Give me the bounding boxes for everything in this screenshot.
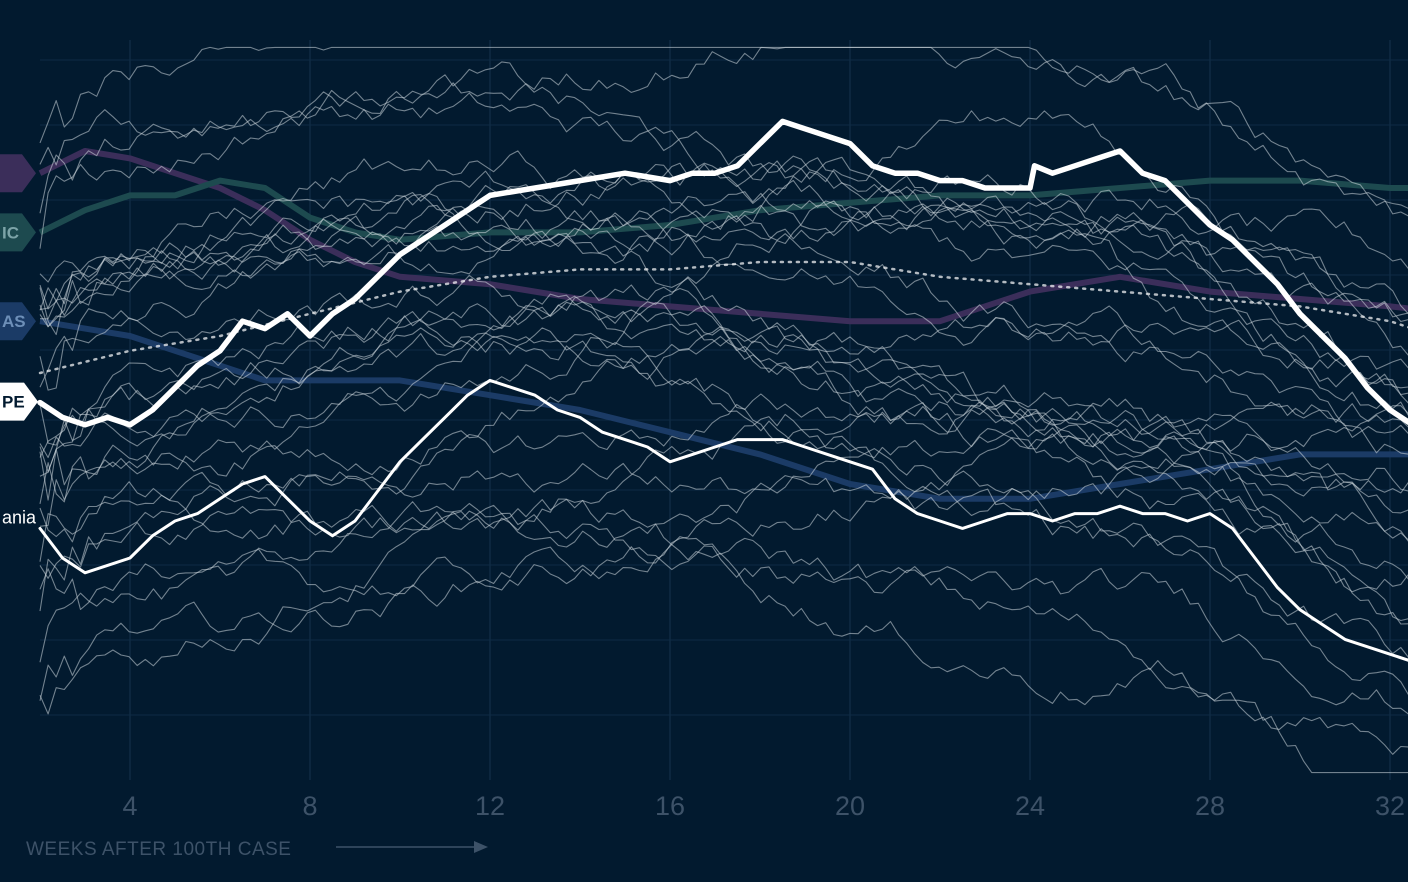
group-label-ic: IC xyxy=(2,223,19,242)
country-series-line xyxy=(39,200,1408,323)
series-line-pe xyxy=(37,118,1408,428)
country-series-line xyxy=(39,186,1408,396)
group-series-line-2 xyxy=(38,177,1408,243)
group-series-line-1 xyxy=(38,148,1408,325)
group-series-lines xyxy=(38,148,1408,502)
country-series-line xyxy=(39,301,1408,446)
x-tick-label: 32 xyxy=(1375,791,1405,821)
grid xyxy=(40,40,1408,780)
series-line-dotted xyxy=(38,260,1408,375)
country-series-line xyxy=(39,393,1408,622)
country-series-line xyxy=(39,465,1408,663)
x-axis-arrow-head xyxy=(474,841,488,853)
x-tick-label: 24 xyxy=(1015,791,1045,821)
country-series-line xyxy=(39,295,1408,625)
series-tags: IC AS PE ania xyxy=(0,154,38,527)
group-label-as: AS xyxy=(2,312,26,331)
country-series-line xyxy=(39,150,1408,428)
country-series-line xyxy=(39,318,1408,514)
country-series-line xyxy=(39,192,1408,454)
country-series-lines xyxy=(39,46,1408,774)
country-series-line xyxy=(39,184,1408,370)
highlight-label-pe: PE xyxy=(2,393,25,412)
x-tick-label: 12 xyxy=(475,791,505,821)
highlight-tag-pe xyxy=(0,382,38,421)
country-series-line xyxy=(39,332,1408,492)
x-axis-title: WEEKS AFTER 100TH CASE xyxy=(26,839,488,860)
group-series-line-3 xyxy=(39,318,1408,502)
x-tick-label: 16 xyxy=(655,791,685,821)
highlight-label-ania: ania xyxy=(2,507,37,527)
country-series-line xyxy=(39,437,1408,590)
x-tick-label: 28 xyxy=(1195,791,1225,821)
group-tag-purple xyxy=(0,154,36,193)
country-series-line xyxy=(39,284,1408,542)
country-series-line xyxy=(39,462,1408,696)
country-series-line xyxy=(39,203,1408,458)
group-tag-blue xyxy=(0,302,36,341)
country-series-line xyxy=(39,502,1408,715)
x-axis-ticks: 4 8 12 16 20 24 28 32 xyxy=(122,791,1405,821)
country-series-line xyxy=(39,536,1408,774)
country-series-line xyxy=(39,46,1408,217)
series-line-ania xyxy=(38,378,1408,662)
highlight-series-lines xyxy=(37,118,1408,662)
group-tag-teal xyxy=(0,213,36,252)
x-tick-label: 8 xyxy=(302,791,317,821)
country-series-line xyxy=(39,327,1408,658)
country-series-line xyxy=(39,392,1408,611)
country-series-line xyxy=(39,46,1408,209)
country-series-line xyxy=(39,335,1408,501)
x-tick-label: 4 xyxy=(122,791,137,821)
country-series-line xyxy=(39,92,1408,270)
country-series-line xyxy=(39,204,1408,416)
country-series-line xyxy=(39,498,1408,755)
x-axis-label: WEEKS AFTER 100TH CASE xyxy=(26,839,291,860)
x-tick-label: 20 xyxy=(835,791,865,821)
country-series-line xyxy=(39,156,1408,404)
